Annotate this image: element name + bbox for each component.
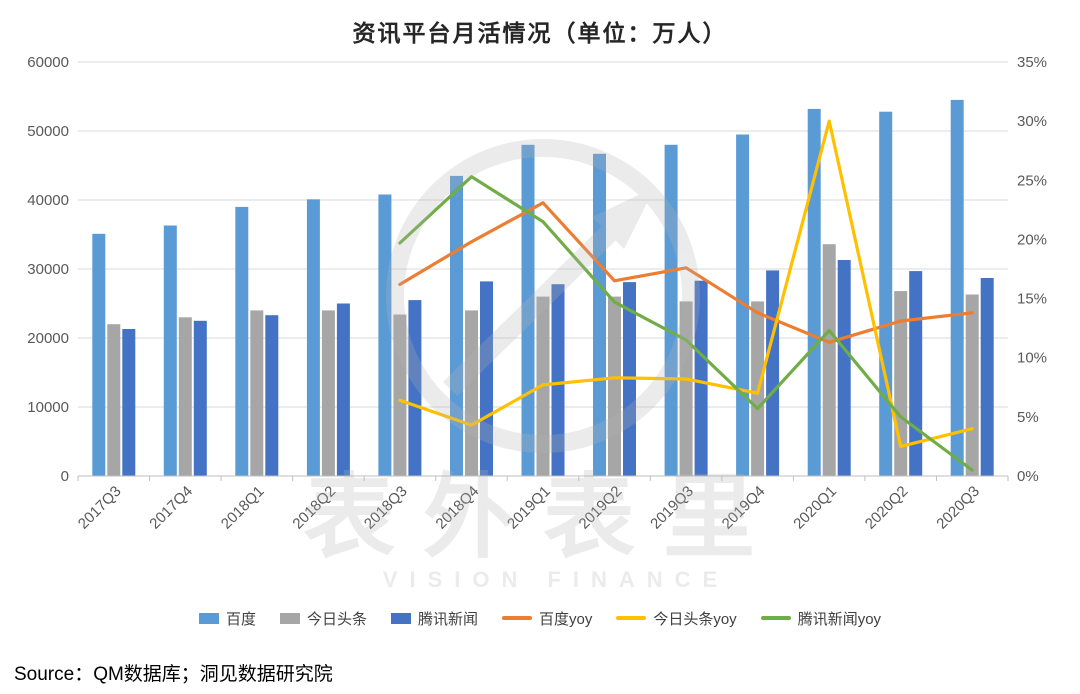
- legend-label: 腾讯新闻: [417, 610, 478, 628]
- legend-line-swatch: [616, 616, 647, 620]
- bar: [980, 278, 994, 476]
- legend-label: 今日头条yoy: [653, 610, 737, 628]
- legend-item-百度: 百度: [198, 608, 256, 629]
- legend-label: 百度: [225, 610, 256, 628]
- legend-item-百度yoy: 百度yoy: [502, 608, 592, 629]
- chart-title: 资讯平台月活情况（单位：万人）: [352, 20, 728, 46]
- bar: [321, 310, 335, 476]
- bar: [306, 199, 320, 477]
- bar: [378, 194, 392, 476]
- bar: [664, 144, 678, 477]
- legend-line-swatch: [760, 616, 791, 620]
- gridlines: [78, 61, 1008, 408]
- y2-axis-tick-label: 30%: [1017, 113, 1047, 130]
- bar: [336, 303, 350, 476]
- bar: [465, 310, 478, 476]
- bar: [193, 320, 207, 477]
- y-axis-tick-label: 30000: [27, 261, 69, 278]
- legend-label: 百度yoy: [539, 610, 593, 628]
- chart-canvas: 0 10000 20000 30000 40000 50000 60000 0% 5% 10% 15…: [27, 54, 1047, 592]
- bar: [837, 260, 851, 476]
- legend-label: 今日头条: [306, 610, 367, 628]
- y2-axis-tick-label: 15%: [1017, 291, 1047, 308]
- y2-axis-tick-label: 20%: [1017, 231, 1047, 248]
- legend-item-今日头条: 今日头条: [279, 608, 367, 629]
- legend-bar-swatch: [279, 612, 300, 624]
- bar: [694, 280, 708, 476]
- legend-label: 腾讯新闻yoy: [797, 610, 882, 628]
- y-axis-tick-label: 40000: [27, 192, 69, 209]
- line-series-0: [398, 201, 974, 344]
- bar: [879, 111, 893, 476]
- bar: [551, 284, 565, 476]
- y2-axis-tick-label: 0%: [1017, 468, 1039, 485]
- x-axis-tick-label: 2020Q1: [790, 483, 840, 533]
- watermark-text: 表外表里: [303, 467, 783, 569]
- bar: [178, 317, 192, 476]
- x-axis-tick-label: 2017Q4: [146, 483, 196, 533]
- y-axis-tick-label: 50000: [27, 123, 69, 140]
- yoy-lines: [398, 119, 974, 472]
- bar: [608, 296, 621, 476]
- bar: [807, 108, 821, 477]
- legend-bar-swatch: [390, 612, 411, 624]
- bar: [122, 329, 136, 476]
- bar: [593, 153, 606, 477]
- line-series-2: [398, 175, 974, 472]
- y2-axis-tick-label: 5%: [1017, 409, 1039, 426]
- x-axis-tick-label: 2017Q3: [75, 483, 125, 533]
- bar: [450, 175, 463, 476]
- y-axis-tick-label: 60000: [27, 54, 69, 71]
- bar: [894, 291, 908, 476]
- right-axis-labels: 0% 5% 10% 15% 20% 25% 30% 35%: [1017, 54, 1047, 485]
- bar: [965, 294, 979, 476]
- y2-axis-tick-label: 25%: [1017, 172, 1047, 189]
- bar: [235, 206, 249, 476]
- bar: [250, 310, 264, 476]
- y-axis-tick-label: 0: [61, 468, 69, 485]
- y2-axis-tick-label: 35%: [1017, 54, 1047, 71]
- line-series-1: [398, 119, 974, 448]
- legend-bar-swatch: [198, 612, 219, 624]
- chart-legend: 百度 今日头条 腾讯新闻 百度yoy 今日头条yoy 腾讯新闻yoy: [0, 602, 1080, 634]
- bar: [822, 244, 836, 476]
- watermark-subtext: VISION FINANCE: [383, 567, 729, 592]
- x-axis-tick-label: 2018Q1: [218, 483, 268, 533]
- legend-item-腾讯新闻yoy: 腾讯新闻yoy: [760, 608, 882, 629]
- x-axis-tick-label: 2020Q3: [933, 483, 983, 533]
- left-axis-labels: 0 10000 20000 30000 40000 50000 60000: [27, 54, 69, 485]
- watermark-circle-arrow-icon: [386, 139, 700, 453]
- source-note: Source：QM数据库；洞见数据研究院: [14, 664, 333, 685]
- legend-line-swatch: [502, 616, 532, 620]
- y-axis-tick-label: 10000: [27, 399, 69, 416]
- legend-item-今日头条yoy: 今日头条yoy: [616, 608, 737, 629]
- y-axis-tick-label: 20000: [27, 330, 69, 347]
- bar: [766, 270, 780, 476]
- legend-item-腾讯新闻: 腾讯新闻: [390, 608, 478, 629]
- bar: [408, 300, 422, 476]
- bar: [163, 225, 177, 476]
- bar: [480, 281, 493, 476]
- bar: [950, 99, 964, 477]
- x-axis-tick-label: 2020Q2: [862, 483, 912, 533]
- bar: [107, 324, 121, 476]
- bar: [265, 315, 279, 476]
- bar: [393, 314, 407, 476]
- bar: [92, 233, 106, 476]
- y2-axis-tick-label: 10%: [1017, 350, 1047, 367]
